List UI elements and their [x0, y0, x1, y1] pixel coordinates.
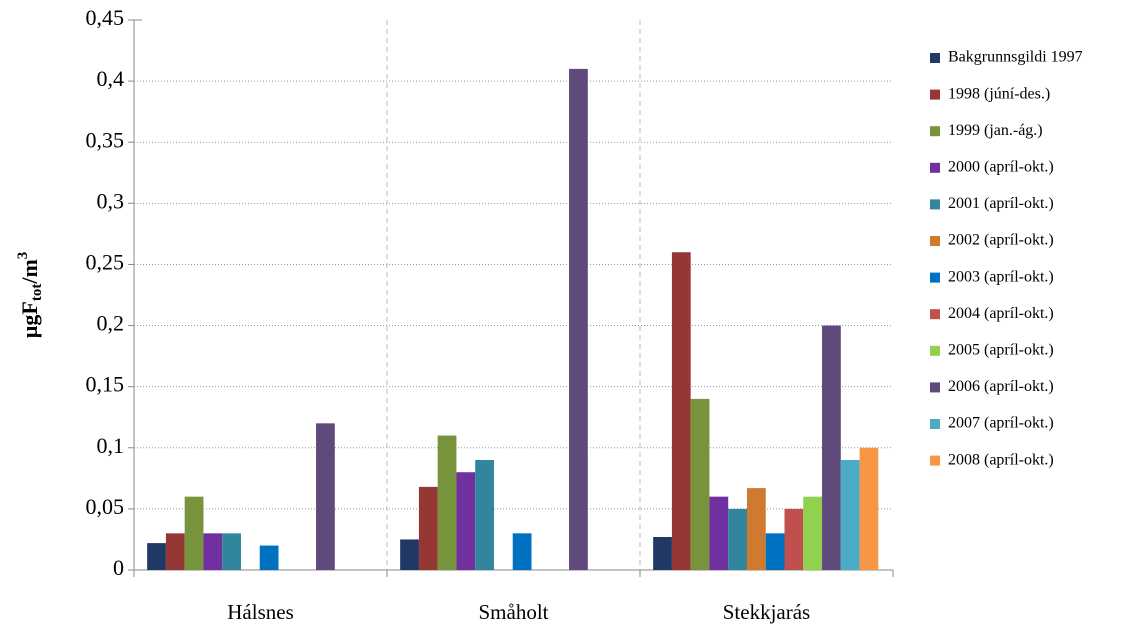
y-tick-label: 0 [113, 555, 124, 580]
y-tick-label: 0,35 [86, 127, 125, 152]
legend-label: 2007 (apríl-okt.) [948, 415, 1054, 432]
legend-label: 2001 (apríl-okt.) [948, 195, 1054, 212]
bar [569, 68, 588, 570]
y-tick-label: 0,45 [86, 5, 125, 30]
bar [765, 533, 785, 570]
legend-label: 2003 (apríl-okt.) [948, 268, 1054, 285]
bar [512, 533, 532, 570]
y-axis-label: µgFtot/m3 [15, 252, 45, 339]
legend-swatch [930, 162, 940, 173]
y-label-sup: 3 [15, 252, 31, 260]
y-label-mid: /m [17, 259, 42, 284]
y-tick-label: 0,25 [86, 249, 125, 274]
y-tick-label: 0,3 [97, 188, 125, 213]
bar [222, 533, 241, 570]
y-label-sub: tot [29, 284, 45, 302]
legend-label: 1998 (júní-des.) [948, 85, 1050, 102]
legend-swatch [930, 236, 940, 246]
legend-swatch [930, 345, 940, 356]
x-tick-label: Småholt [478, 600, 548, 624]
legend-swatch [930, 272, 940, 283]
legend-swatch [930, 419, 940, 429]
bar [203, 533, 223, 570]
y-tick-label: 0,15 [86, 372, 125, 397]
legend-swatch [930, 382, 940, 393]
legend-swatch [930, 309, 940, 320]
legend-swatch [930, 89, 940, 100]
legend-swatch [930, 126, 940, 137]
bar [400, 539, 419, 570]
y-tick-label: 0,1 [97, 433, 125, 458]
bar [859, 447, 879, 570]
bar [822, 325, 841, 570]
bar [653, 537, 672, 570]
legend-label: 2005 (apríl-okt.) [948, 341, 1054, 358]
y-tick-label: 0,4 [97, 66, 125, 91]
y-tick-label: 0,05 [86, 494, 125, 519]
bar [259, 545, 279, 570]
bar [165, 533, 185, 570]
legend-label: 2006 (apríl-okt.) [948, 378, 1054, 395]
bar [475, 460, 494, 570]
bar [437, 435, 457, 570]
legend-label: Bakgrunnsgildi 1997 [948, 49, 1083, 66]
bar [784, 508, 804, 570]
bar [803, 496, 823, 570]
y-label-main: µgF [17, 301, 42, 338]
bar [184, 496, 204, 570]
x-tick-label: Hálsnes [227, 600, 294, 624]
legend-label: 2008 (apríl-okt.) [948, 451, 1054, 468]
y-tick-label: 0,2 [97, 311, 125, 336]
legend-swatch [930, 455, 940, 466]
legend-swatch [930, 199, 940, 210]
bar [418, 486, 438, 570]
bar [147, 543, 166, 570]
bar [709, 496, 729, 570]
bar [671, 252, 691, 570]
bar [728, 508, 747, 570]
legend-label: 1999 (jan.-ág.) [948, 122, 1043, 139]
legend-label: 2002 (apríl-okt.) [948, 232, 1054, 249]
bar [456, 472, 476, 570]
bar [746, 488, 766, 570]
bar [316, 423, 335, 570]
legend-label: 2004 (apríl-okt.) [948, 305, 1054, 322]
bar [840, 460, 860, 570]
bar [690, 398, 710, 570]
legend-swatch [930, 53, 940, 63]
x-tick-label: Stekkjarás [723, 600, 810, 624]
legend-label: 2000 (apríl-okt.) [948, 158, 1054, 175]
